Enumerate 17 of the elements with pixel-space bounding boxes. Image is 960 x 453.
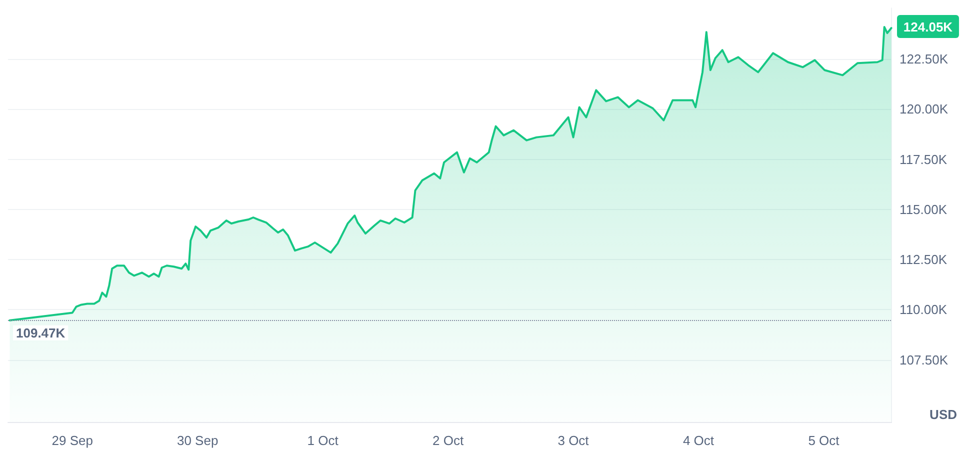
y-tick-label: 115.00K: [900, 202, 948, 217]
y-axis-title: USD: [930, 407, 958, 422]
x-tick-label: 3 Oct: [558, 433, 590, 448]
y-tick-label: 122.50K: [900, 52, 948, 67]
x-tick-label: 2 Oct: [432, 433, 464, 448]
y-tick-label: 117.50K: [900, 152, 948, 167]
text: 124.05K: [903, 20, 954, 34]
ref-line-label: 109.47K: [16, 325, 66, 340]
y-tick-label: 120.00K: [900, 102, 948, 117]
x-tick-label: 30 Sep: [176, 433, 218, 448]
x-tick-label: 1 Oct: [307, 433, 339, 448]
y-tick-label: 107.50K: [900, 352, 948, 368]
y-tick-label: 110.00K: [900, 302, 948, 318]
x-tick-label: 29 Sep: [52, 433, 93, 448]
y-tick-label: 112.50K: [900, 252, 948, 268]
x-tick-label: 4 Oct: [682, 433, 714, 448]
x-tick-label: 5 Oct: [808, 433, 840, 448]
